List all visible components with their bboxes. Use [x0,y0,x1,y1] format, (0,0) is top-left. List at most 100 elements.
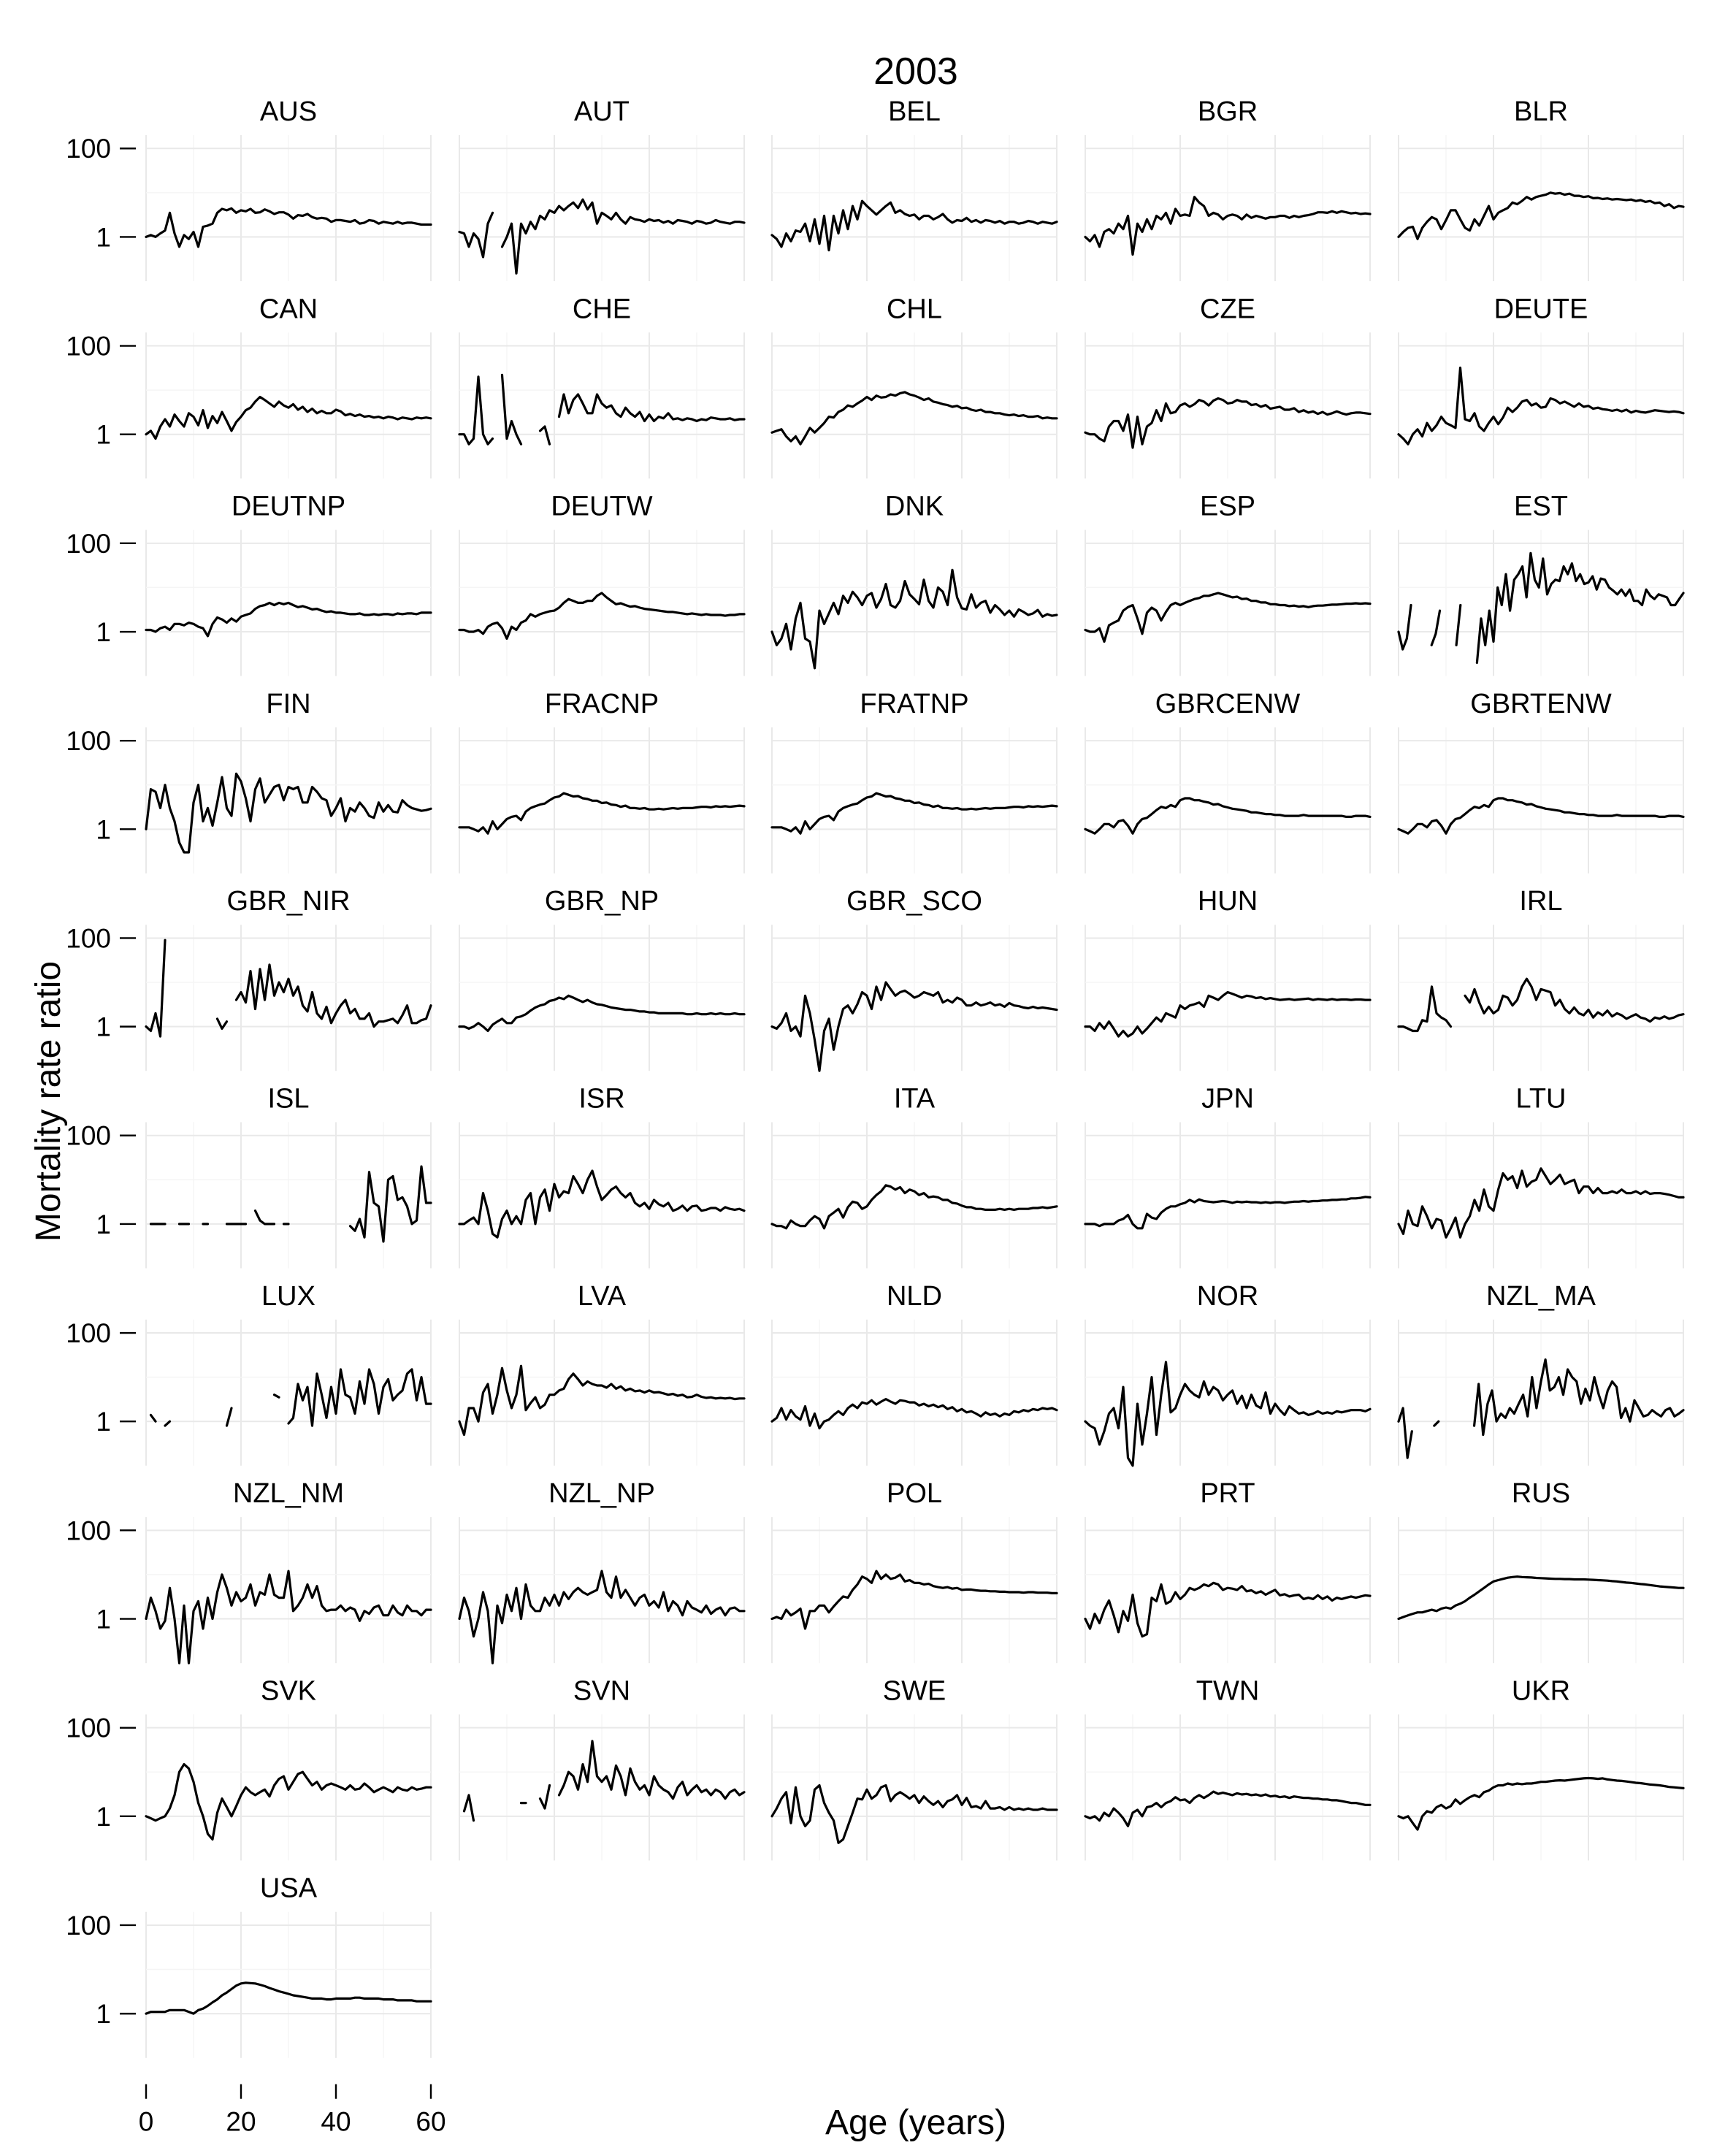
series-line [458,211,494,259]
panel-title: FRACNP [545,689,659,719]
panel-title: DEUTW [551,492,652,522]
series-line [145,395,432,440]
series-line [145,772,432,854]
series-line [145,1981,432,2015]
panel-title: SVK [261,1675,316,1706]
panel-title: CHE [573,294,631,324]
series-line [1475,551,1685,665]
panel-jpn: JPN [1084,1084,1372,1269]
panel-isr: ISR [458,1084,746,1269]
series-line [458,994,746,1033]
panel-aus: AUS 1 100 [66,96,432,281]
y-tick-label: 1 [96,1605,111,1635]
panel-irl: IRL [1397,886,1685,1071]
panel-title: CAN [259,294,318,324]
x-tick-label: 20 [226,2107,256,2137]
panel-title: USA [260,1873,318,1904]
x-tick-label: 60 [416,2107,445,2137]
series-line [225,1407,233,1427]
panel-isl: ISL 1 100 [66,1084,432,1269]
y-tick-label: 1 [96,222,111,252]
series-line [770,199,1058,252]
y-tick-label: 100 [66,1713,111,1743]
series-line [1084,797,1372,835]
panel-gbrcenw: GBRCENW [1084,689,1372,874]
series-line [1397,1776,1685,1831]
series-line [215,1017,229,1031]
series-line [1455,603,1462,646]
series-line [458,792,746,835]
panel-chl: CHL [770,294,1058,479]
series-line [145,1763,432,1841]
panel-ukr: UKR [1397,1675,1685,1861]
y-tick-label: 100 [66,726,111,756]
panel-title: POL [887,1478,942,1509]
y-tick-label: 1 [96,1999,111,2029]
panel-title: CZE [1200,294,1255,324]
series-line [1084,1196,1372,1230]
series-line [1084,1361,1372,1467]
x-axis-title: Age (years) [825,2103,1006,2142]
series-line [770,568,1058,670]
panel-cze: CZE [1084,294,1372,479]
panel-lux: LUX 1 100 [66,1281,432,1466]
y-tick-label: 1 [96,1209,111,1239]
panel-fracnp: FRACNP [458,689,746,874]
series-line [1084,1581,1372,1638]
panel-gbr_sco: GBR_SCO [770,886,1058,1072]
series-line [770,391,1058,446]
panel-title: FRATNP [860,689,968,719]
panel-title: BEL [888,96,941,127]
series-line [1084,1790,1372,1827]
series-line [500,198,746,275]
panel-dnk: DNK [770,492,1058,676]
y-tick-label: 100 [66,923,111,953]
panel-nor: NOR [1084,1281,1372,1467]
series-line [253,1209,276,1226]
panel-pol: POL [770,1478,1058,1664]
series-line [1397,985,1453,1033]
series-line [500,373,523,446]
panel-title: NZL_NM [233,1478,344,1509]
panel-che: CHE [458,294,746,479]
y-tick-label: 100 [66,529,111,559]
series-line [458,592,746,641]
y-tick-label: 100 [66,332,111,362]
panel-gbr_nir: GBR_NIR 1 100 [66,886,432,1071]
panel-deutw: DEUTW [458,492,746,676]
series-line [458,1364,746,1437]
panel-title: GBR_SCO [846,886,982,917]
series-line [770,1784,1058,1844]
series-line [1472,1358,1685,1437]
panel-title: JPN [1201,1084,1254,1115]
series-line [462,1794,475,1822]
panel-title: SWE [883,1675,946,1706]
panel-title: GBR_NP [545,886,659,917]
series-line [287,1368,432,1427]
y-tick-label: 1 [96,617,111,647]
panel-gbrtenw: GBRTENW [1397,689,1685,874]
y-tick-label: 1 [96,814,111,844]
series-line [458,1169,746,1239]
panel-title: BGR [1198,96,1258,127]
panel-title: FIN [266,689,310,719]
panel-ltu: LTU [1397,1084,1685,1269]
series-line [770,1184,1058,1230]
panel-title: PRT [1200,1478,1255,1509]
panel-blr: BLR [1397,96,1685,281]
series-line [770,1397,1058,1430]
panel-title: AUS [260,96,317,127]
series-line [348,1165,432,1243]
y-tick-label: 1 [96,1802,111,1832]
panel-aut: AUT [458,96,746,281]
panel-title: NOR [1197,1281,1258,1312]
y-axis-title: Mortality rate ratio [29,961,68,1242]
panel-title: IRL [1519,886,1562,917]
panel-bel: BEL [770,96,1058,281]
panel-nzl_nm: NZL_NM 1 100 [66,1478,432,1664]
series-line [145,601,432,638]
series-line [458,375,494,446]
series-line [1084,196,1372,256]
series-line [1433,1420,1440,1427]
